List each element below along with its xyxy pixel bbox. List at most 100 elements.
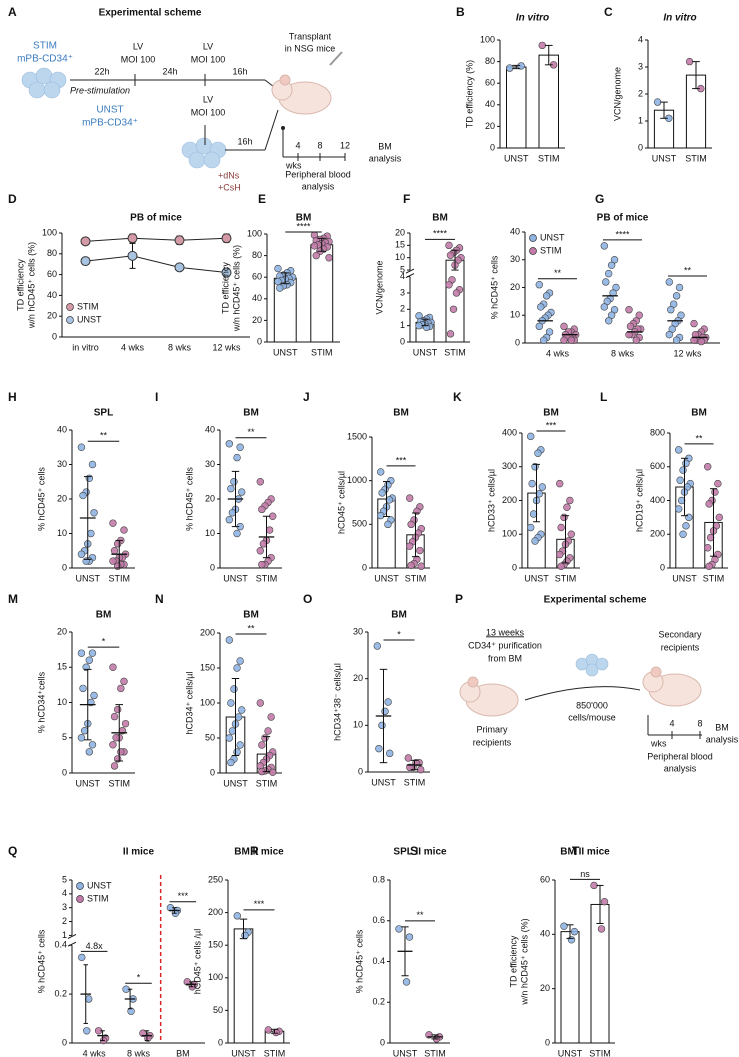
data-point [555,550,564,559]
y-tick-label: 250 [208,874,223,884]
marker [127,250,138,261]
data-point [269,512,277,520]
y-tick-label: 10 [395,252,405,262]
legend-label: STIM [77,301,99,311]
data-point [227,484,235,493]
data-point [259,540,268,548]
bar [233,928,254,1044]
data-point [90,509,98,517]
x-tick-label: STIM [444,347,466,357]
data-point [238,706,246,714]
data-point [264,1026,272,1034]
y-axis-label: TD efficiency [15,259,25,311]
x-tick-label: 4 wks [83,1048,107,1057]
y-tick-label: 0 [218,1037,223,1047]
x-tick-label: UNST [76,573,101,583]
significance-label: *** [546,420,557,430]
data-point [407,561,415,570]
panel-letter: H [8,390,17,404]
panel-letter: I [155,390,158,404]
scheme-a: A Experimental scheme STIM mPB-CD34⁺ 22h… [8,5,402,192]
y-tick-label: 0 [62,767,67,777]
data-point [422,323,431,331]
data-point [567,936,576,944]
series-line [85,237,227,242]
data-point [112,734,120,742]
data-point [109,557,117,565]
y-tick-label: 150 [208,940,223,950]
panel-letter: S [410,844,418,858]
data-point [417,765,425,774]
label: wks [285,160,302,170]
y-tick-label: 800 [650,427,665,437]
data-point [417,562,425,570]
y-axis-label: TD efficiency [508,935,518,987]
data-point [557,523,565,532]
data-point [667,306,675,314]
legend-marker [66,316,74,324]
x-tick-label: UNST [413,347,438,357]
x-tick-label: UNST [231,1048,256,1057]
x-tick-label: BM [176,1048,190,1057]
label: in NSG mice [285,43,336,53]
legend-label: UNST [540,232,565,242]
significance-label: ** [416,910,424,920]
y-tick-label: 20 [252,315,262,325]
data-point [113,562,122,570]
label: UNST [96,105,123,116]
data-point [416,546,424,555]
panel-letter: K [453,390,462,404]
y-axis-label: % hCD45⁺ cells [489,255,499,319]
y-tick-label: 40 [47,290,57,300]
label: +CsH [218,182,241,192]
y-tick-label: 0 [380,1037,385,1047]
data-point [375,744,383,753]
y-tick-label: 20 [395,227,405,237]
legend-label: UNST [77,314,102,324]
data-point [77,734,86,742]
data-point [506,64,514,72]
significance-label: **** [296,221,311,231]
chart-title: BM [391,610,407,621]
chart-title: PB of mice [130,213,182,224]
x-tick-label: UNST [524,573,549,583]
panel-letter: R [250,844,259,858]
data-point [590,881,598,890]
data-point [110,712,119,721]
panel-letter: C [604,5,613,19]
data-point [225,440,234,448]
bar [560,931,580,1044]
y-tick-label: 100 [480,34,495,44]
data-point [597,925,606,933]
data-point [445,241,453,250]
data-point [233,453,241,462]
data-point [230,685,238,693]
data-point [121,719,130,728]
y-tick-label: 0.4 [54,940,67,950]
y-tick-label: 5 [62,732,67,742]
data-point [682,522,690,530]
y-axis-label: TD efficiency [220,262,230,314]
data-point [555,479,564,488]
data-point [77,649,86,657]
x-tick-label: STIM [589,1048,611,1057]
significance-label: ns [580,869,590,879]
data-point [88,741,97,749]
label: 850'000 [576,700,608,710]
data-point [384,520,392,529]
dot [281,126,285,130]
label: BM [378,141,392,151]
label: analysis [664,763,697,773]
y-tick-label: 0.2 [372,997,385,1007]
y-tick-label: 20 [485,121,495,131]
label: 12 [340,140,350,150]
data-point [228,727,237,735]
scheme-title: Experimental scheme [99,8,202,19]
x-tick-label: STIM [685,153,707,163]
label: analysis [302,181,335,191]
label: 16h [237,136,252,146]
panel-letter: B [456,5,465,19]
timeline [647,715,702,739]
legend-marker [76,895,84,903]
data-point [225,515,234,524]
